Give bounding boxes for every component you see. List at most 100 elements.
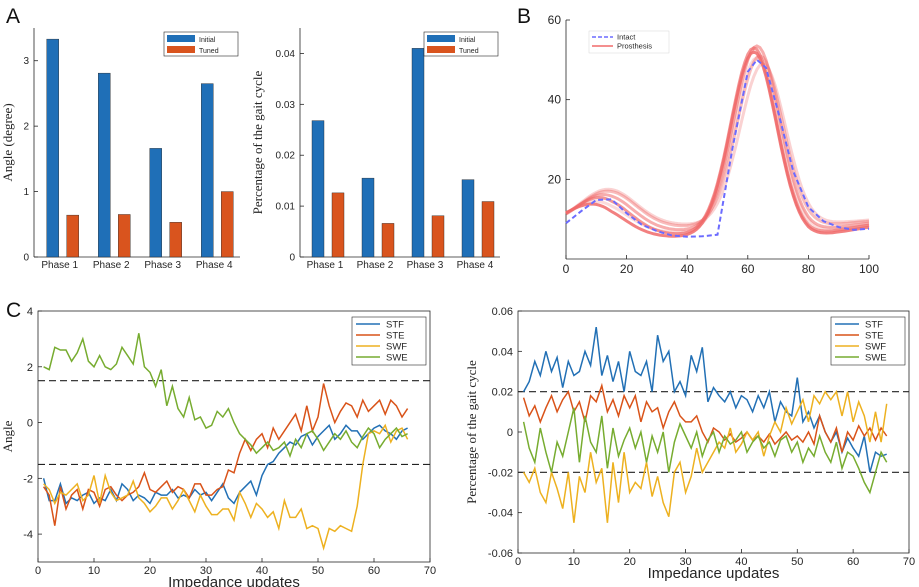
C_left-xtick-label: 40 <box>256 565 268 577</box>
A_left-legend-swatch <box>167 35 195 42</box>
C_left-ytick-label: 0 <box>27 418 33 430</box>
A_right-category-label: Phase 3 <box>407 260 444 271</box>
A_right-category-label: Phase 2 <box>357 260 394 271</box>
A_right-ytick-label: 0 <box>289 253 295 264</box>
C_left-ytick-label: 4 <box>27 306 33 318</box>
C_left-legend-label: STE <box>386 331 404 342</box>
C_right-xtick-label: 30 <box>679 556 691 568</box>
A_right-legend-swatch <box>427 46 455 53</box>
A_left-ytick-label: 1 <box>23 187 29 198</box>
C_right-series-swe <box>522 407 888 495</box>
C_right-ytick-label: 0.04 <box>492 346 513 358</box>
C_right-ytick-label: -0.06 <box>488 548 513 560</box>
C_right-xtick-label: 60 <box>847 556 859 568</box>
C_left-xtick-label: 0 <box>35 565 41 577</box>
C_right-series-swf <box>522 389 888 523</box>
A_left-bar-tuned <box>118 214 131 258</box>
C_right-legend-label: STE <box>865 331 883 342</box>
A_right-ylabel: Percentage of the gait cycle <box>250 70 265 214</box>
A_left-ytick-label: 2 <box>23 122 29 133</box>
C_right-legend-label: SWE <box>865 353 887 364</box>
C_right-xtick-label: 0 <box>515 556 521 568</box>
C_left-xlabel: Impedance updates <box>168 574 300 587</box>
C_left-series-swf <box>43 423 409 551</box>
B-xtick-label: 20 <box>620 262 634 276</box>
A_right-ytick-label: 0.03 <box>276 100 296 111</box>
A_right-legend-label: Initial <box>459 37 476 44</box>
A_left-bar-initial <box>149 148 162 258</box>
C_left-legend-label: SWE <box>386 353 408 364</box>
A_left-category-label: Phase 1 <box>41 260 78 271</box>
B-prosthesis-line <box>565 50 870 238</box>
panel-label-b: B <box>517 5 531 28</box>
C_left-series-stf <box>42 423 408 505</box>
A_left-ytick-label: 3 <box>23 56 29 67</box>
panel-label-c: C <box>6 299 21 322</box>
B-xtick-label: 80 <box>802 262 816 276</box>
A_left-category-label: Phase 4 <box>196 260 233 271</box>
A_right-legend-label: Tuned <box>459 48 479 55</box>
B-xtick-label: 100 <box>859 262 879 276</box>
B-prosthesis-line <box>565 54 870 228</box>
B-legend-label: Prosthesis <box>617 42 652 51</box>
C_left-ytick-label: -2 <box>23 473 33 485</box>
C_right-xtick-label: 50 <box>791 556 803 568</box>
C_right-ytick-label: 0.02 <box>492 387 513 399</box>
C_right-ytick-label: 0.06 <box>492 306 513 318</box>
C_right-xtick-label: 10 <box>568 556 580 568</box>
A_left-category-label: Phase 3 <box>144 260 181 271</box>
A_left-category-label: Phase 2 <box>93 260 130 271</box>
A_left-bar-tuned <box>66 214 79 258</box>
B-prosthesis-line <box>565 44 870 232</box>
B-ytick-label: 20 <box>548 172 562 186</box>
C_left-legend-label: SWF <box>386 342 407 353</box>
A_right-ytick-label: 0.02 <box>276 151 296 162</box>
A_right-bar-initial <box>361 177 375 258</box>
C_left-ytick-label: 2 <box>27 362 33 374</box>
A_right-bar-initial <box>311 120 325 258</box>
C_left-xtick-label: 60 <box>368 565 380 577</box>
A_right-category-label: Phase 4 <box>457 260 494 271</box>
A_left-ylabel: Angle (degree) <box>0 103 15 181</box>
C_right-ytick-label: -0.04 <box>488 508 513 520</box>
A_left-bar-initial <box>46 38 59 258</box>
B-prosthesis-line <box>565 56 870 234</box>
C_right-xtick-label: 20 <box>624 556 636 568</box>
A_right-bar-initial <box>411 48 425 258</box>
C_right-xtick-label: 40 <box>735 556 747 568</box>
B-xtick-label: 40 <box>681 262 695 276</box>
C_left-xtick-label: 10 <box>88 565 100 577</box>
C_left-xtick-label: 70 <box>424 565 436 577</box>
A_right-bar-tuned <box>431 215 445 258</box>
C_right-ylabel: Percentage of the gait cycle <box>464 360 479 504</box>
panel-label-a: A <box>6 5 20 28</box>
C_left-series-ste <box>42 383 409 526</box>
C_left-xtick-label: 30 <box>200 565 212 577</box>
A_right-bar-tuned <box>331 192 345 258</box>
C_left-legend-label: STF <box>386 320 404 331</box>
A_left-ytick-label: 0 <box>23 253 29 264</box>
C_right-legend-label: STF <box>865 320 883 331</box>
C_right-ytick-label: 0 <box>507 427 513 439</box>
C_left-ylabel: Angle <box>0 420 15 452</box>
A_right-ytick-label: 0.01 <box>276 202 296 213</box>
C_right-xtick-label: 70 <box>903 556 915 568</box>
A_right-category-label: Phase 1 <box>307 260 344 271</box>
A_right-bar-tuned <box>481 201 495 258</box>
B-legend-label: Intact <box>617 33 636 42</box>
B-ytick-label: 60 <box>548 13 562 27</box>
B-legend <box>588 30 670 54</box>
C_right-ytick-label: -0.02 <box>488 467 513 479</box>
C_right-legend-label: SWF <box>865 342 886 353</box>
C_left-series-swe <box>43 333 408 459</box>
A_right-ytick-label: 0.04 <box>276 49 296 60</box>
B-xtick-label: 60 <box>741 262 755 276</box>
A_right-bar-tuned <box>381 223 395 258</box>
A_right-bar-initial <box>461 179 475 258</box>
A_left-legend-swatch <box>167 46 195 53</box>
C_right-xlabel: Impedance updates <box>648 565 780 582</box>
A_left-bar-tuned <box>169 222 182 258</box>
A_left-bar-initial <box>98 72 111 258</box>
A_left-bar-initial <box>201 83 214 258</box>
